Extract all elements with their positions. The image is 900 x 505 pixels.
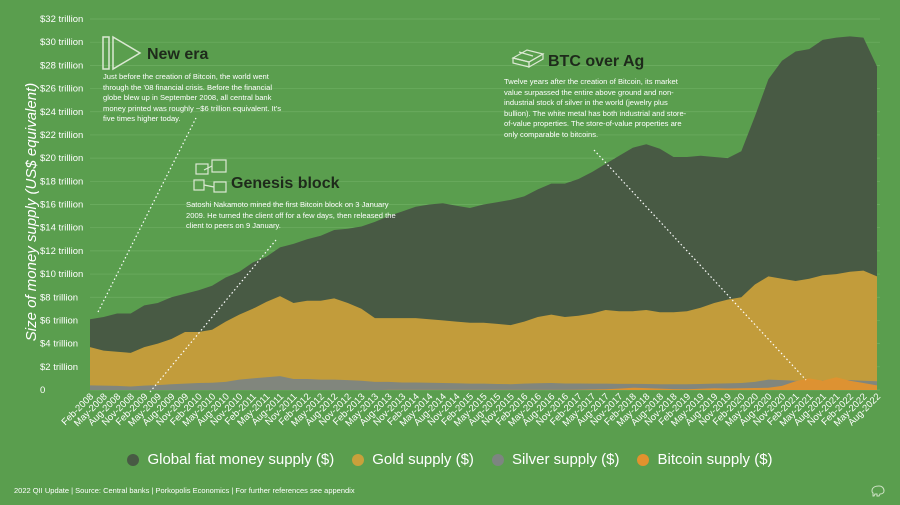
y-tick-label: $2 trillion <box>40 362 78 373</box>
pig-logo-icon <box>871 485 885 497</box>
y-axis-title: Size of money supply (US$ equivalent) <box>23 83 40 341</box>
x-axis: Feb-2008May-2008Aug-2008Nov-2008Feb-2009… <box>60 391 884 429</box>
y-tick-label: $32 trillion <box>40 14 83 25</box>
play-icon <box>102 35 142 71</box>
y-tick-label: $26 trillion <box>40 84 83 95</box>
legend-label-bitcoin: Bitcoin supply ($) <box>657 451 773 468</box>
legend-swatch-fiat <box>127 453 140 466</box>
btc-over-ag-text: Twelve years after the creation of Bitco… <box>504 77 687 139</box>
legend-label-silver: Silver supply ($) <box>511 451 620 468</box>
footer-source: 2022 QII Update | Source: Central banks … <box>14 486 355 495</box>
y-tick-label: $10 trillion <box>40 269 83 280</box>
y-tick-label: $12 trillion <box>40 246 83 257</box>
y-tick-label: $18 trillion <box>40 176 83 187</box>
y-tick-label: $8 trillion <box>40 292 78 303</box>
legend-item-fiat: Global fiat money supply ($) <box>127 451 334 468</box>
area-bitcoin <box>90 377 877 390</box>
bullion-icon <box>511 49 545 69</box>
y-tick-label: $30 trillion <box>40 37 83 48</box>
genesis-block-title: Genesis block <box>231 175 340 192</box>
btc-over-ag-leader <box>593 149 807 381</box>
y-axis: 0 $2 trillion $4 trillion $6 trillion $8 tri… <box>40 14 83 396</box>
legend-swatch-silver <box>491 453 504 466</box>
area-silver <box>90 376 877 390</box>
area-series <box>90 36 877 391</box>
legend: Global fiat money supply ($) Gold supply… <box>0 451 900 468</box>
new-era-leader <box>97 117 197 313</box>
legend-item-silver: Silver supply ($) <box>491 451 620 468</box>
y-tick-label: 0 <box>40 385 45 396</box>
legend-swatch-bitcoin <box>637 453 650 466</box>
y-tick-label: $28 trillion <box>40 60 83 71</box>
y-tick-label: $24 trillion <box>40 107 83 118</box>
legend-item-gold: Gold supply ($) <box>352 451 474 468</box>
legend-label-fiat: Global fiat money supply ($) <box>147 451 335 468</box>
y-tick-label: $14 trillion <box>40 223 83 234</box>
y-tick-label: $16 trillion <box>40 200 83 211</box>
btc-over-ag-title: BTC over Ag <box>548 53 644 70</box>
y-tick-label: $20 trillion <box>40 153 83 164</box>
blockchain-icon <box>193 159 227 193</box>
legend-label-gold: Gold supply ($) <box>372 451 474 468</box>
y-tick-label: $22 trillion <box>40 130 83 141</box>
y-tick-label: $6 trillion <box>40 315 78 326</box>
new-era-title: New era <box>147 46 208 63</box>
new-era-text: Just before the creation of Bitcoin, the… <box>103 72 282 124</box>
legend-swatch-gold <box>352 453 365 466</box>
genesis-block-text: Satoshi Nakamoto mined the first Bitcoin… <box>186 200 396 231</box>
y-tick-label: $4 trillion <box>40 339 78 350</box>
genesis-block-leader <box>149 239 277 393</box>
area-gold <box>90 270 877 390</box>
legend-item-bitcoin: Bitcoin supply ($) <box>637 451 773 468</box>
